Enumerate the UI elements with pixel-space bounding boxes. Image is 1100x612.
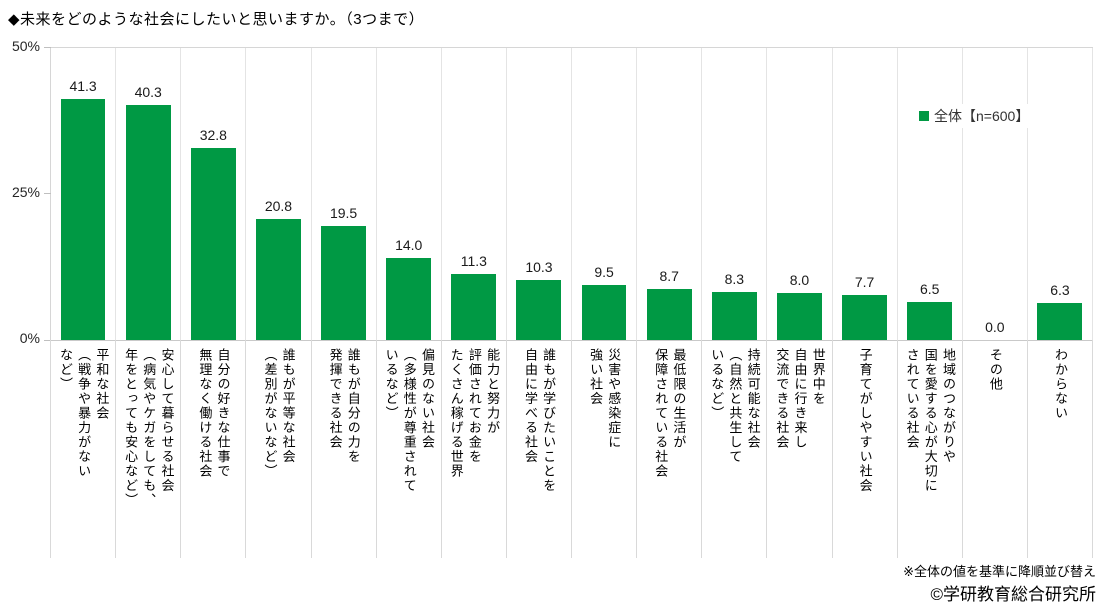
value-label: 6.5 bbox=[919, 281, 940, 298]
bar-column: 9.5 bbox=[572, 48, 638, 340]
copyright: ©学研教育総合研究所 bbox=[930, 585, 1096, 604]
category-label: 能力と努力が 評価されてお金を たくさん稼げる世界 bbox=[442, 340, 507, 558]
category-label: 誰もが自分の力を 発揮できる社会 bbox=[312, 340, 377, 558]
bar bbox=[125, 104, 171, 340]
category-label: 子育てがしやすい社会 bbox=[833, 340, 898, 558]
value-label: 11.3 bbox=[460, 253, 487, 269]
category-label: わからない bbox=[1028, 340, 1093, 558]
value-label: 41.3 bbox=[69, 77, 97, 94]
category-label: 偏見のない社会 （多様性が尊重されて いるなど） bbox=[377, 340, 442, 558]
bar-column: 19.5 bbox=[312, 48, 377, 340]
value-label: 14.0 bbox=[395, 237, 423, 254]
y-tick-label-25: 25% bbox=[11, 184, 40, 200]
bar bbox=[646, 289, 692, 340]
value-label: 19.5 bbox=[329, 205, 358, 222]
y-axis-tick-25 bbox=[44, 193, 51, 194]
bar-column: 40.3 bbox=[116, 48, 182, 340]
bar bbox=[711, 291, 757, 340]
bar-column: 32.8 bbox=[181, 48, 247, 340]
value-label: 8.3 bbox=[724, 270, 745, 287]
category-label: 持続可能な社会 （自然と共生して いるなど） bbox=[702, 340, 768, 558]
category-label: 最低限の生活が 保障されている社会 bbox=[637, 340, 703, 558]
value-label: 8.0 bbox=[789, 272, 810, 289]
value-label: 0.0 bbox=[985, 319, 1005, 335]
bar-column: 0.0 bbox=[963, 48, 1028, 340]
legend: 全体【n=600】 bbox=[914, 104, 1035, 128]
category-labels: 平和な社会 （戦争や暴力がない など） 安心して暮らせる社会 （病気やケガをしても… bbox=[50, 340, 1093, 558]
category-label: 平和な社会 （戦争や暴力がない など） bbox=[51, 340, 117, 558]
y-tick-label-0: 0% bbox=[19, 330, 40, 346]
value-label: 6.3 bbox=[1050, 282, 1070, 299]
bar bbox=[386, 258, 432, 340]
bar-column: 10.3 bbox=[507, 48, 572, 340]
bar bbox=[581, 284, 627, 340]
bar bbox=[190, 148, 236, 340]
y-axis-tick-0 bbox=[44, 340, 51, 341]
bar bbox=[907, 302, 953, 340]
value-label: 20.8 bbox=[264, 197, 293, 214]
value-label: 8.7 bbox=[659, 268, 679, 285]
category-label: 世界中を 自由に行き来し 交流できる社会 bbox=[767, 340, 833, 558]
category-label: 誰もが平等な社会 （差別がないなど） bbox=[246, 340, 312, 558]
value-label: 40.3 bbox=[134, 83, 162, 100]
category-label: 地域のつながりや 国を愛する心が大切に されている社会 bbox=[898, 340, 963, 558]
bar-column: 8.7 bbox=[637, 48, 703, 340]
sort-note: ※全体の値を基準に降順並び替え bbox=[903, 564, 1096, 579]
category-label: 安心して暮らせる社会 （病気やケガをしても、 年をとっても安心など） bbox=[116, 340, 182, 558]
bar bbox=[321, 226, 366, 340]
legend-label: 全体【n=600】 bbox=[934, 108, 1030, 124]
value-label: 10.3 bbox=[525, 258, 553, 275]
y-axis-tick-50 bbox=[44, 47, 51, 48]
bar-column: 6.3 bbox=[1028, 48, 1093, 340]
bar-column: 6.5 bbox=[898, 48, 963, 340]
chart-title: ◆未来をどのような社会にしたいと思いますか。（3つまで） bbox=[8, 11, 425, 28]
bar bbox=[776, 293, 822, 340]
bar-column: 41.3 bbox=[51, 48, 117, 340]
bar-column: 20.8 bbox=[246, 48, 312, 340]
plot-area: 41.3 40.3 32.8 20.8 19.5 14.0 11.3 10.3 9.5 8.7 8.… bbox=[44, 47, 1093, 341]
bar bbox=[1037, 303, 1083, 340]
bar-column: 8.0 bbox=[767, 48, 833, 340]
bar-column: 14.0 bbox=[377, 48, 442, 340]
value-label: 32.8 bbox=[199, 127, 227, 144]
bar-column: 11.3 bbox=[442, 48, 507, 340]
bar bbox=[255, 218, 301, 340]
category-label: 災害や感染症に 強い社会 bbox=[572, 340, 638, 558]
bar-column: 8.3 bbox=[702, 48, 768, 340]
category-label: その他 bbox=[963, 340, 1028, 558]
bar bbox=[60, 98, 106, 340]
value-label: 9.5 bbox=[594, 263, 614, 280]
bar bbox=[516, 279, 562, 340]
category-label: 自分の好きな仕事で 無理なく働ける社会 bbox=[181, 340, 247, 558]
y-tick-label-50: 50% bbox=[11, 38, 40, 54]
category-label: 誰もが学びたいことを 自由に学べる社会 bbox=[507, 340, 572, 558]
bar bbox=[451, 274, 497, 340]
bar-column: 7.7 bbox=[833, 48, 898, 340]
legend-swatch-icon bbox=[919, 111, 929, 121]
bar bbox=[842, 295, 887, 340]
value-label: 7.7 bbox=[854, 274, 875, 291]
